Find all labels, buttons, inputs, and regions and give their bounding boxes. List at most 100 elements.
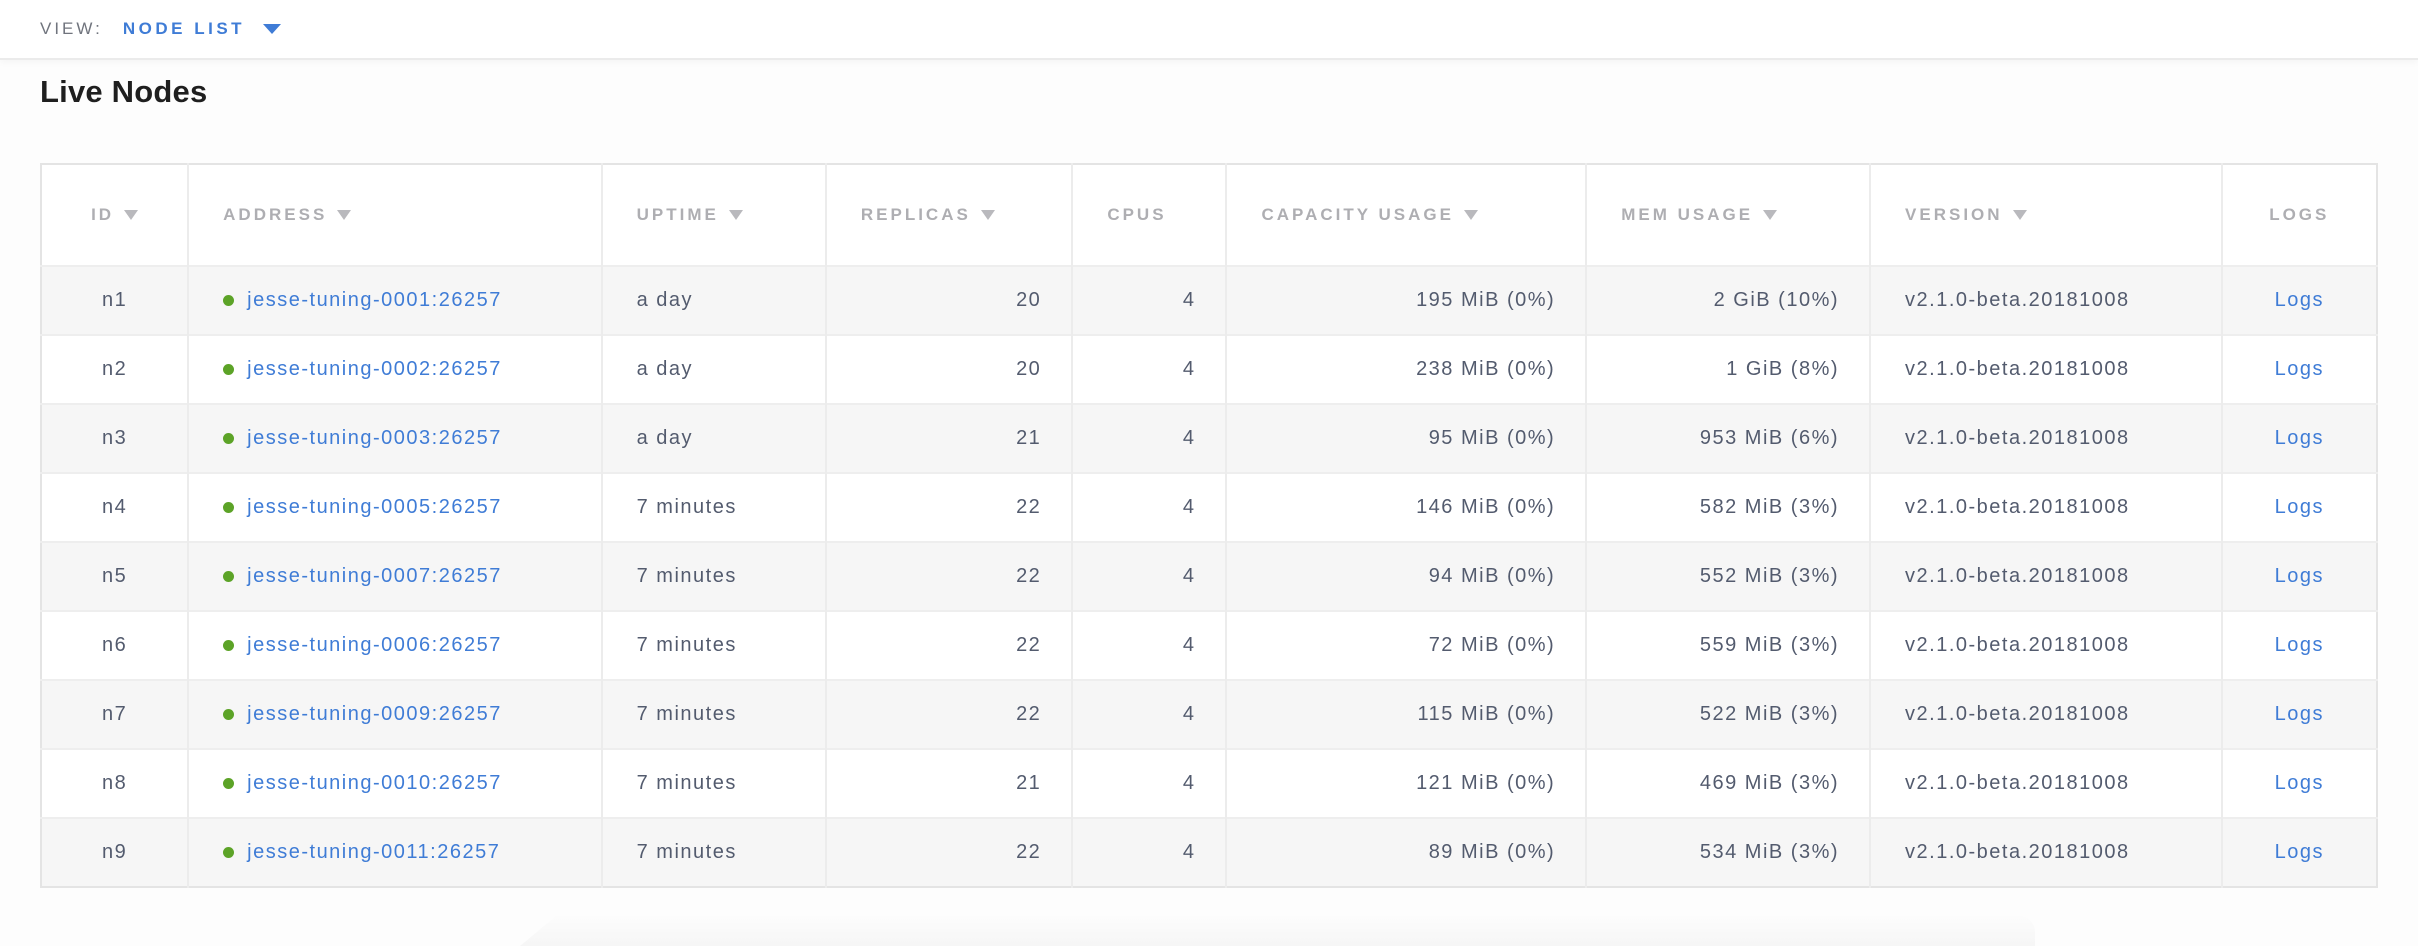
cell-logs: Logs bbox=[2220, 817, 2377, 887]
cell-address: jesse-tuning-0001:26257 bbox=[187, 265, 602, 335]
cell-id: n5 bbox=[41, 541, 189, 611]
cell-mem_usage: 522 MiB (3%) bbox=[1585, 679, 1871, 749]
view-selector-dropdown[interactable]: NODE LIST bbox=[122, 19, 282, 39]
cell-uptime: a day bbox=[600, 403, 826, 473]
address-cell: jesse-tuning-0003:26257 bbox=[223, 427, 582, 450]
node-live-status-icon bbox=[223, 364, 235, 375]
cell-address: jesse-tuning-0011:26257 bbox=[187, 817, 602, 887]
node-live-status-icon bbox=[223, 295, 235, 306]
page-title: Live Nodes bbox=[40, 74, 208, 109]
column-header-label: MEM USAGE bbox=[1621, 205, 1754, 224]
logs-link[interactable]: Logs bbox=[2274, 358, 2324, 380]
logs-link[interactable]: Logs bbox=[2274, 841, 2324, 863]
cell-id: n3 bbox=[41, 403, 189, 473]
view-selected-value: NODE LIST bbox=[122, 19, 246, 38]
cell-logs: Logs bbox=[2220, 679, 2377, 749]
address-cell: jesse-tuning-0011:26257 bbox=[223, 841, 582, 864]
column-header-replicas[interactable]: REPLICAS bbox=[824, 164, 1073, 266]
cell-replicas: 20 bbox=[824, 265, 1073, 335]
column-header-cpus: CPUS bbox=[1071, 164, 1227, 266]
address-cell: jesse-tuning-0002:26257 bbox=[223, 358, 582, 381]
cell-uptime: 7 minutes bbox=[600, 541, 826, 611]
cell-replicas: 22 bbox=[824, 817, 1073, 887]
view-label: VIEW: bbox=[40, 19, 103, 38]
view-topbar: VIEW: NODE LIST bbox=[0, 0, 2418, 60]
column-header-label: UPTIME bbox=[636, 205, 719, 224]
address-cell: jesse-tuning-0010:26257 bbox=[223, 772, 582, 795]
cell-mem_usage: 534 MiB (3%) bbox=[1585, 817, 1871, 887]
cell-logs: Logs bbox=[2220, 403, 2377, 473]
cell-version: v2.1.0-beta.20181008 bbox=[1869, 610, 2222, 680]
table-row: n6 jesse-tuning-0006:26257 7 minutes 22 4 72 … bbox=[41, 610, 2377, 680]
cell-logs: Logs bbox=[2220, 748, 2377, 818]
cell-cpus: 4 bbox=[1071, 679, 1227, 749]
node-live-status-icon bbox=[223, 433, 235, 444]
cell-version: v2.1.0-beta.20181008 bbox=[1869, 679, 2222, 749]
chevron-down-icon bbox=[263, 24, 282, 34]
cell-mem_usage: 582 MiB (3%) bbox=[1585, 472, 1871, 542]
table-header-row: ID ADDRESS UPTIME REPLICAS CPUS CAPACITY USAG… bbox=[41, 164, 2377, 266]
column-header-uptime[interactable]: UPTIME bbox=[600, 164, 826, 266]
cell-replicas: 22 bbox=[824, 541, 1073, 611]
cell-id: n4 bbox=[41, 472, 189, 542]
address-link[interactable]: jesse-tuning-0011:26257 bbox=[247, 841, 501, 863]
cell-id: n1 bbox=[41, 265, 189, 335]
table-row: n3 jesse-tuning-0003:26257 a day 21 4 95 MiB … bbox=[41, 403, 2377, 473]
address-link[interactable]: jesse-tuning-0010:26257 bbox=[247, 772, 502, 794]
logs-link[interactable]: Logs bbox=[2274, 565, 2324, 587]
address-link[interactable]: jesse-tuning-0005:26257 bbox=[247, 496, 502, 518]
logs-link[interactable]: Logs bbox=[2274, 289, 2324, 311]
cell-version: v2.1.0-beta.20181008 bbox=[1869, 403, 2222, 473]
column-header-version[interactable]: VERSION bbox=[1869, 164, 2222, 266]
address-link[interactable]: jesse-tuning-0006:26257 bbox=[247, 634, 502, 656]
table-row: n9 jesse-tuning-0011:26257 7 minutes 22 4 89 … bbox=[41, 817, 2377, 887]
cell-address: jesse-tuning-0003:26257 bbox=[187, 403, 602, 473]
cell-cpus: 4 bbox=[1071, 748, 1227, 818]
cell-id: n8 bbox=[41, 748, 189, 818]
column-header-label: ID bbox=[91, 205, 115, 224]
table-row: n1 jesse-tuning-0001:26257 a day 20 4 195 MiB… bbox=[41, 265, 2377, 335]
column-header-id[interactable]: ID bbox=[41, 164, 189, 266]
logs-link[interactable]: Logs bbox=[2274, 427, 2324, 449]
sort-arrow-icon bbox=[2012, 210, 2027, 220]
cell-id: n9 bbox=[41, 817, 189, 887]
logs-link[interactable]: Logs bbox=[2274, 772, 2324, 794]
cell-version: v2.1.0-beta.20181008 bbox=[1869, 748, 2222, 818]
address-link[interactable]: jesse-tuning-0001:26257 bbox=[247, 289, 502, 311]
cell-cpus: 4 bbox=[1071, 403, 1227, 473]
live-nodes-table-wrap: ID ADDRESS UPTIME REPLICAS CPUS CAPACITY USAG… bbox=[40, 163, 2378, 888]
cell-address: jesse-tuning-0007:26257 bbox=[187, 541, 602, 611]
cell-mem_usage: 2 GiB (10%) bbox=[1585, 265, 1871, 335]
cell-id: n6 bbox=[41, 610, 189, 680]
address-cell: jesse-tuning-0007:26257 bbox=[223, 565, 582, 588]
sort-arrow-icon bbox=[1464, 210, 1478, 220]
cell-uptime: 7 minutes bbox=[600, 679, 826, 749]
cell-uptime: a day bbox=[600, 334, 826, 404]
logs-link[interactable]: Logs bbox=[2274, 703, 2324, 725]
column-header-address[interactable]: ADDRESS bbox=[187, 164, 602, 266]
node-live-status-icon bbox=[223, 571, 235, 582]
table-row: n7 jesse-tuning-0009:26257 7 minutes 22 4 115… bbox=[41, 679, 2377, 749]
column-header-mem_usage[interactable]: MEM USAGE bbox=[1585, 164, 1871, 266]
logs-link[interactable]: Logs bbox=[2274, 496, 2324, 518]
live-nodes-table: ID ADDRESS UPTIME REPLICAS CPUS CAPACITY USAG… bbox=[40, 163, 2378, 888]
cell-logs: Logs bbox=[2220, 541, 2377, 611]
cell-mem_usage: 469 MiB (3%) bbox=[1585, 748, 1871, 818]
cell-mem_usage: 552 MiB (3%) bbox=[1585, 541, 1871, 611]
logs-link[interactable]: Logs bbox=[2274, 634, 2324, 656]
cell-mem_usage: 953 MiB (6%) bbox=[1585, 403, 1871, 473]
cell-logs: Logs bbox=[2220, 610, 2377, 680]
address-cell: jesse-tuning-0005:26257 bbox=[223, 496, 582, 519]
cell-address: jesse-tuning-0006:26257 bbox=[187, 610, 602, 680]
cell-capacity_usage: 95 MiB (0%) bbox=[1225, 403, 1587, 473]
node-live-status-icon bbox=[223, 847, 235, 858]
address-link[interactable]: jesse-tuning-0007:26257 bbox=[247, 565, 502, 587]
address-link[interactable]: jesse-tuning-0009:26257 bbox=[247, 703, 502, 725]
address-link[interactable]: jesse-tuning-0003:26257 bbox=[247, 427, 502, 449]
cell-version: v2.1.0-beta.20181008 bbox=[1869, 541, 2222, 611]
cell-replicas: 22 bbox=[824, 679, 1073, 749]
cell-uptime: a day bbox=[600, 265, 826, 335]
cell-capacity_usage: 115 MiB (0%) bbox=[1225, 679, 1587, 749]
address-link[interactable]: jesse-tuning-0002:26257 bbox=[247, 358, 502, 380]
column-header-capacity_usage[interactable]: CAPACITY USAGE bbox=[1225, 164, 1587, 266]
